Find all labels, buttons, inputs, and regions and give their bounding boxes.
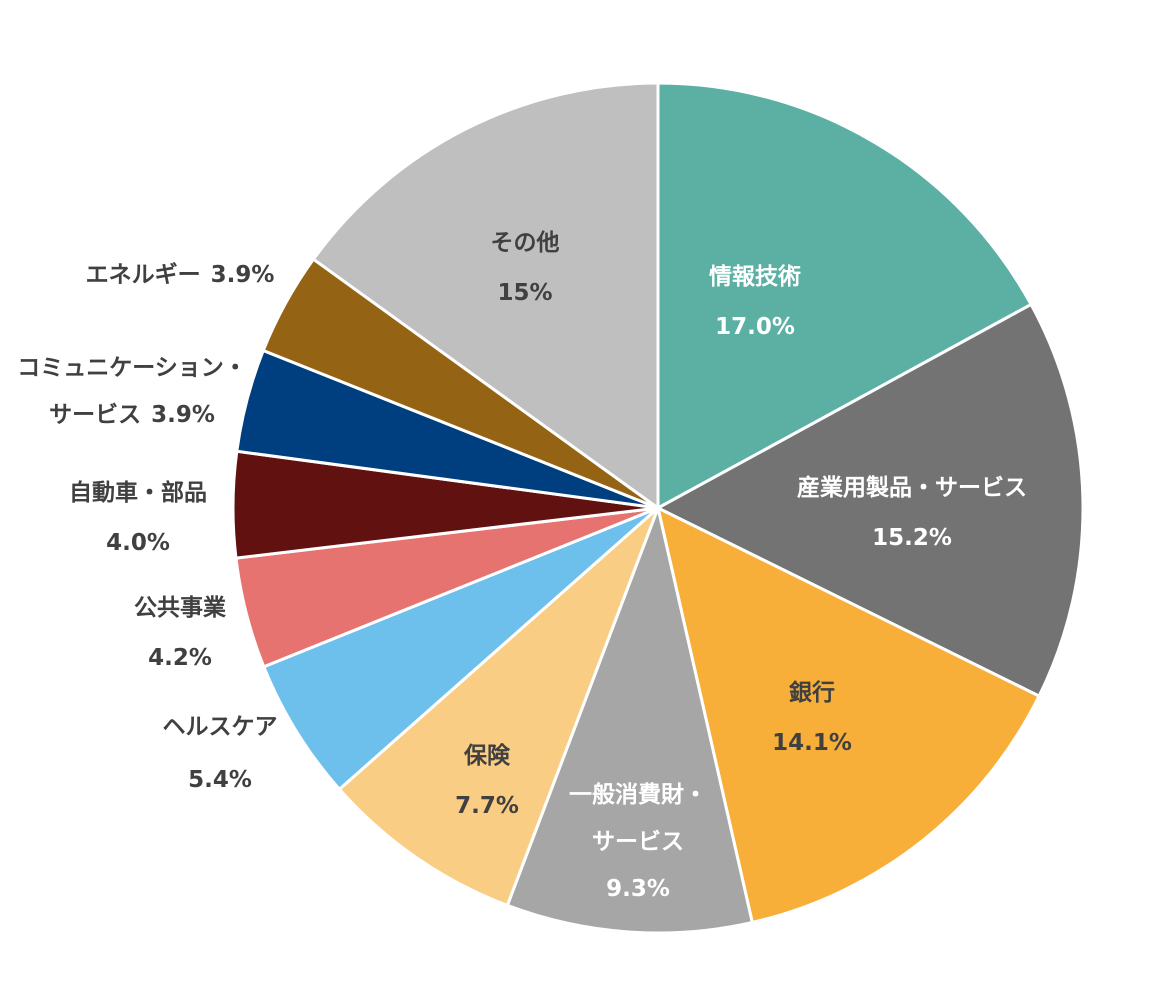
category-label: 産業用製品・サービス — [797, 474, 1027, 501]
category-label: サービス — [49, 402, 141, 428]
category-label: コミュニケーション・ — [17, 355, 247, 381]
value-label: 3.9% — [211, 262, 275, 288]
slices — [231, 81, 1085, 935]
value-label: 17.0% — [715, 314, 795, 340]
pie-slice — [656, 81, 1034, 511]
slice-label: エネルギー 3.9% — [86, 262, 275, 288]
category-label: エネルギー — [86, 262, 201, 288]
value-label: 4.2% — [148, 645, 212, 671]
category-label: 公共事業 — [134, 594, 227, 621]
pie-slice — [261, 506, 659, 792]
slice-label: 情報技術 17.0% — [709, 263, 801, 340]
slice-label: その他 15% — [491, 230, 560, 306]
pie-slice — [311, 81, 660, 511]
slice-label: 自動車・部品 4.0% — [69, 479, 207, 556]
value-label: 5.4% — [188, 767, 252, 793]
slice-label: 保険 7.7% — [455, 742, 519, 819]
category-label: 銀行 — [789, 679, 835, 706]
value-label: 15% — [497, 280, 552, 306]
slice-label: ヘルスケア 5.4% — [163, 714, 278, 793]
category-label: 保険 — [463, 742, 511, 769]
value-label: 3.9% — [151, 402, 215, 428]
pie-slice — [654, 302, 1085, 699]
category-label: サービス — [592, 829, 684, 855]
category-label: 自動車・部品 — [69, 479, 207, 506]
category-label: ヘルスケア — [163, 714, 278, 740]
slice-label: 産業用製品・サービス 15.2% — [797, 474, 1027, 551]
value-label: 7.7% — [455, 793, 519, 819]
value-label: 9.3% — [606, 876, 670, 902]
slice-label: 一般消費財・サービス 9.3% — [569, 781, 707, 902]
value-label: 14.1% — [772, 730, 852, 756]
category-label: 一般消費財・ — [569, 781, 707, 808]
category-label: 情報技術 — [709, 263, 801, 290]
value-label: 4.0% — [106, 530, 170, 556]
category-label: その他 — [491, 230, 560, 256]
pie-slice — [655, 505, 1042, 925]
pie-slice — [337, 506, 660, 908]
slice-label: 銀行 14.1% — [772, 679, 852, 756]
slice-label: コミュニケーション・サービス 3.9% — [17, 355, 247, 428]
value-label: 15.2% — [872, 525, 952, 551]
slice-label: 公共事業 4.2% — [134, 594, 227, 671]
pie-slice — [505, 502, 755, 935]
